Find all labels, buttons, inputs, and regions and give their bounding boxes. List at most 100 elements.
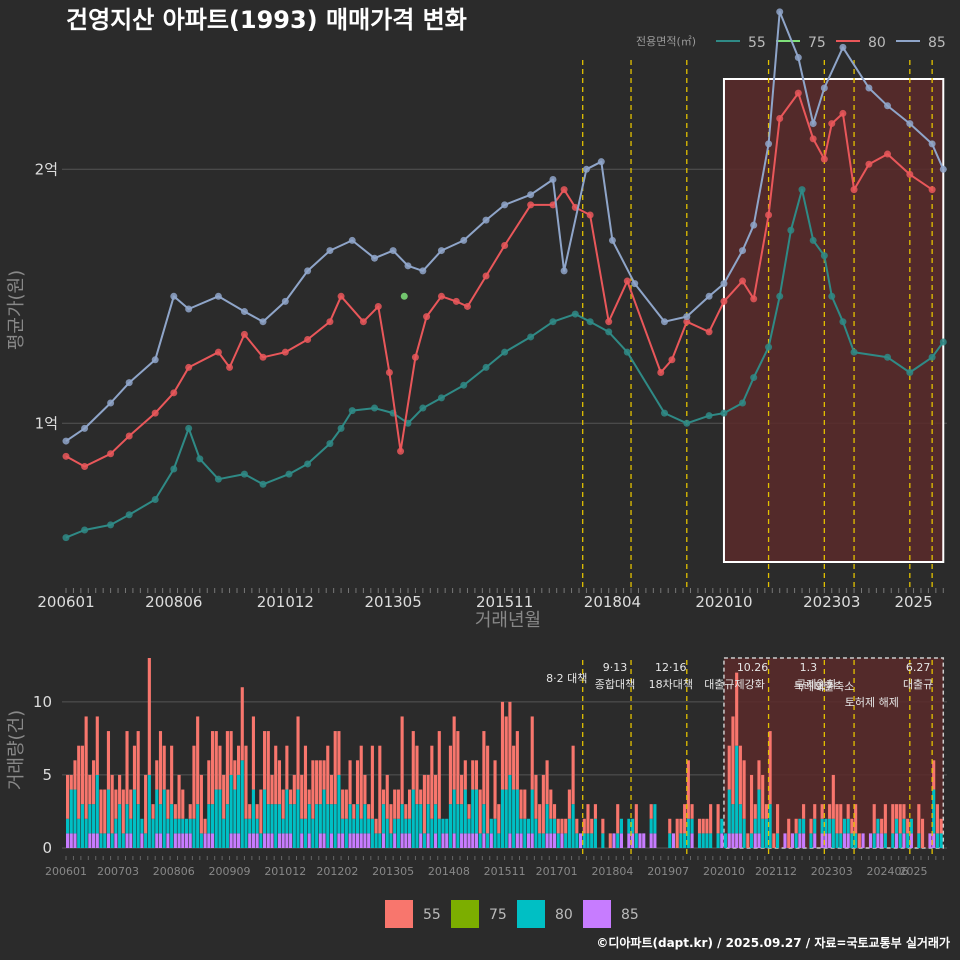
point-80-21 [437, 292, 445, 300]
bar-107-85 [463, 833, 467, 848]
bar-legend-label-85: 85 [621, 907, 639, 923]
annotation-8: 규제완화 [796, 678, 836, 691]
bar-148-55 [616, 804, 620, 834]
point-85-32 [720, 280, 728, 288]
point-85-16 [404, 262, 412, 270]
bar-144-80 [601, 833, 605, 848]
bar-59-55 [285, 745, 289, 790]
bar-12-80 [110, 833, 114, 848]
bar-11-55 [106, 731, 111, 790]
bar-181-55 [738, 745, 742, 805]
point-80-39 [750, 295, 758, 303]
bar-131-85 [552, 833, 557, 848]
bar-60-80 [289, 804, 293, 834]
bar-35-55 [196, 716, 200, 805]
bar-57-55 [277, 760, 282, 805]
bar-153-55 [634, 804, 638, 834]
bar-47-55 [240, 687, 244, 761]
volume-x-tick-11: 201907 [647, 865, 689, 878]
point-55-40 [809, 236, 817, 244]
point-55-1 [81, 526, 89, 534]
bar-81-85 [367, 833, 371, 848]
bar-170-80 [697, 833, 702, 848]
bar-182-80 [742, 818, 746, 848]
bar-225-55 [902, 804, 906, 819]
bar-158-80 [653, 804, 657, 834]
bar-186-85 [757, 833, 761, 848]
volume-y-tick-1: 5 [42, 766, 52, 784]
bar-124-85 [526, 833, 531, 848]
bar-95-55 [419, 789, 423, 805]
point-80-41 [776, 115, 784, 122]
bar-75-55 [344, 789, 348, 819]
x-tick-label-3: 201305 [364, 593, 421, 611]
bar-89-80 [396, 818, 400, 848]
point-80-48 [865, 160, 873, 168]
bar-12-55 [110, 774, 114, 834]
bar-110-80 [474, 789, 479, 834]
bar-65-55 [307, 789, 311, 805]
bar-0-80 [66, 818, 70, 834]
bar-18-55 [132, 745, 137, 790]
bar-75-80 [344, 818, 348, 848]
point-85-37 [794, 54, 802, 62]
bar-186-55 [757, 760, 761, 790]
point-85-12 [326, 247, 334, 255]
bar-17-80 [129, 818, 133, 834]
point-80-5 [170, 389, 178, 397]
bar-201-80 [813, 818, 817, 834]
bar-43-55 [225, 731, 229, 805]
annotation-7: 1.3 [800, 661, 818, 674]
price-chart: 1억 2억 200601 200806 201012 201305 201511 201804… [35, 8, 947, 611]
point-85-10 [281, 297, 289, 305]
bar-legend-label-80: 80 [555, 907, 573, 923]
bar-180-85 [735, 833, 739, 848]
bar-151-80 [627, 818, 631, 834]
bar-2-55 [73, 760, 77, 790]
bar-48-55 [244, 745, 248, 819]
bar-197-80 [798, 818, 802, 834]
bar-76-55 [348, 760, 352, 805]
point-85-29 [660, 318, 668, 326]
point-80-26 [527, 201, 535, 209]
bar-86-55 [385, 774, 389, 819]
volume-x-tick-14: 202303 [811, 865, 853, 878]
bar-3-80 [77, 818, 81, 848]
bar-182-55 [742, 760, 746, 819]
bar-200-80 [809, 833, 813, 848]
bar-54-85 [266, 833, 270, 848]
bar-98-80 [430, 818, 434, 848]
bar-7-80 [92, 804, 96, 834]
bar-72-80 [333, 804, 337, 848]
bar-119-80 [508, 774, 512, 834]
point-55-44 [850, 348, 858, 356]
point-85-20 [482, 216, 490, 224]
bar-8-80 [95, 774, 99, 834]
bar-135-55 [567, 789, 571, 819]
point-85-1 [81, 424, 89, 432]
bar-93-55 [411, 731, 415, 790]
point-55-8 [214, 475, 222, 483]
bar-111-55 [478, 789, 482, 834]
bar-121-85 [515, 833, 519, 848]
bar-175-55 [716, 804, 720, 834]
bar-14-80 [118, 804, 122, 848]
bar-102-80 [445, 818, 449, 834]
bar-57-85 [277, 833, 282, 848]
point-85-6 [185, 305, 193, 313]
bar-112-80 [482, 804, 486, 834]
point-85-42 [884, 102, 892, 110]
point-55-38 [787, 226, 795, 234]
x-tick-label-0: 200601 [37, 593, 94, 611]
point-85-4 [151, 356, 159, 364]
bar-46-85 [236, 833, 241, 848]
point-80-27 [549, 201, 557, 209]
bar-32-80 [184, 818, 189, 834]
point-80-42 [794, 89, 802, 97]
bar-2-80 [73, 789, 77, 834]
annotation-3: 12·16 [655, 661, 687, 674]
bar-208-55 [839, 804, 843, 834]
point-55-47 [928, 353, 936, 361]
bar-185-80 [753, 818, 757, 834]
bar-230-55 [920, 818, 925, 848]
